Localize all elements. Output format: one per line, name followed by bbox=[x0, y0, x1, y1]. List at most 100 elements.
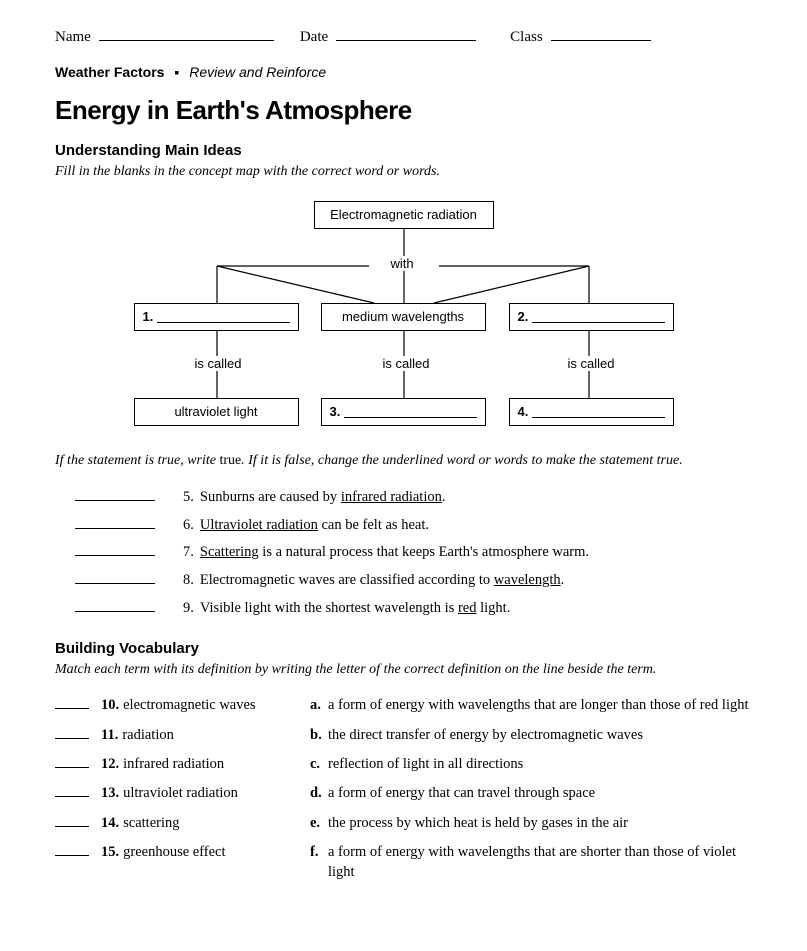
tf-num: 5. bbox=[183, 487, 194, 509]
term-text: greenhouse effect bbox=[123, 842, 225, 862]
blank2-line[interactable] bbox=[532, 311, 664, 323]
section1-heading: Understanding Main Ideas bbox=[55, 142, 752, 159]
term-text: infrared radiation bbox=[123, 754, 224, 774]
tf-text: Electromagnetic waves are classified acc… bbox=[200, 570, 564, 592]
def-letter: f. bbox=[310, 842, 328, 862]
tf-text: Ultraviolet radiation can be felt as hea… bbox=[200, 515, 429, 537]
def-row: e.the process by which heat is held by g… bbox=[310, 813, 752, 833]
blank4-num: 4. bbox=[518, 404, 529, 419]
tf-row: 7. Scattering is a natural process that k… bbox=[75, 542, 752, 564]
term-row: 13.ultraviolet radiation bbox=[55, 783, 290, 803]
def-text: a form of energy with wavelengths that a… bbox=[328, 842, 752, 883]
class-blank[interactable] bbox=[551, 25, 651, 41]
box-top-text: Electromagnetic radiation bbox=[330, 207, 477, 222]
term-row: 12.infrared radiation bbox=[55, 754, 290, 774]
header-row: Name Date Class bbox=[55, 25, 752, 46]
term-num: 14. bbox=[101, 813, 119, 833]
tf-instr-pre: If the statement is true, write bbox=[55, 453, 219, 468]
tf-true-word: true bbox=[219, 453, 241, 468]
term-row: 15.greenhouse effect bbox=[55, 842, 290, 862]
term-answer-blank[interactable] bbox=[55, 696, 89, 709]
name-blank[interactable] bbox=[99, 25, 274, 41]
tf-row: 6. Ultraviolet radiation can be felt as h… bbox=[75, 515, 752, 537]
iscalled-3: is called bbox=[564, 356, 619, 371]
class-label: Class bbox=[510, 29, 543, 46]
tf-answer-blank[interactable] bbox=[75, 515, 155, 529]
tf-answer-blank[interactable] bbox=[75, 598, 155, 612]
term-num: 10. bbox=[101, 695, 119, 715]
tf-answer-blank[interactable] bbox=[75, 487, 155, 501]
box-uv: ultraviolet light bbox=[134, 398, 299, 426]
tf-list: 5. Sunburns are caused by infrared radiat… bbox=[75, 487, 752, 620]
tag-bold: Weather Factors bbox=[55, 64, 164, 80]
def-letter: a. bbox=[310, 695, 328, 715]
tf-text: Sunburns are caused by infrared radiatio… bbox=[200, 487, 446, 509]
tf-text: Visible light with the shortest waveleng… bbox=[200, 598, 510, 620]
tf-answer-blank[interactable] bbox=[75, 542, 155, 556]
blank1-num: 1. bbox=[143, 309, 154, 324]
def-text: the process by which heat is held by gas… bbox=[328, 813, 752, 833]
tf-num: 6. bbox=[183, 515, 194, 537]
box-mid-text: medium wavelengths bbox=[342, 309, 464, 324]
box-blank-1[interactable]: 1. bbox=[134, 303, 299, 331]
term-row: 11.radiation bbox=[55, 725, 290, 745]
term-text: radiation bbox=[122, 725, 174, 745]
def-text: a form of energy with wavelengths that a… bbox=[328, 695, 752, 715]
box-top: Electromagnetic radiation bbox=[314, 201, 494, 229]
tag-italic: Review and Reinforce bbox=[189, 64, 326, 80]
section2-instruction: Match each term with its definition by w… bbox=[55, 661, 752, 680]
term-row: 14.scattering bbox=[55, 813, 290, 833]
def-letter: c. bbox=[310, 754, 328, 774]
tf-row: 9.Visible light with the shortest wavele… bbox=[75, 598, 752, 620]
term-num: 15. bbox=[101, 842, 119, 862]
term-num: 12. bbox=[101, 754, 119, 774]
with-label: with bbox=[387, 256, 418, 271]
term-answer-blank[interactable] bbox=[55, 755, 89, 768]
tf-num: 7. bbox=[183, 542, 194, 564]
page-title: Energy in Earth's Atmosphere bbox=[55, 95, 752, 126]
def-row: f.a form of energy with wavelengths that… bbox=[310, 842, 752, 883]
tf-answer-blank[interactable] bbox=[75, 570, 155, 584]
def-row: d.a form of energy that can travel throu… bbox=[310, 783, 752, 803]
term-text: electromagnetic waves bbox=[123, 695, 255, 715]
iscalled-2: is called bbox=[379, 356, 434, 371]
tf-instr-post: . If it is false, change the underlined … bbox=[241, 453, 682, 468]
box-mid: medium wavelengths bbox=[321, 303, 486, 331]
term-answer-blank[interactable] bbox=[55, 843, 89, 856]
def-text: a form of energy that can travel through… bbox=[328, 783, 752, 803]
def-letter: b. bbox=[310, 725, 328, 745]
term-answer-blank[interactable] bbox=[55, 726, 89, 739]
box-blank-3[interactable]: 3. bbox=[321, 398, 486, 426]
box-blank-2[interactable]: 2. bbox=[509, 303, 674, 331]
def-text: reflection of light in all directions bbox=[328, 754, 752, 774]
section2-heading: Building Vocabulary bbox=[55, 640, 752, 657]
vocab-terms: 10.electromagnetic waves11.radiation12.i… bbox=[55, 695, 290, 891]
blank3-num: 3. bbox=[330, 404, 341, 419]
term-num: 11. bbox=[101, 725, 118, 745]
tf-row: 8.Electromagnetic waves are classified a… bbox=[75, 570, 752, 592]
blank4-line[interactable] bbox=[532, 406, 664, 418]
def-text: the direct transfer of energy by electro… bbox=[328, 725, 752, 745]
vocab-defs: a.a form of energy with wavelengths that… bbox=[310, 695, 752, 891]
term-row: 10.electromagnetic waves bbox=[55, 695, 290, 715]
top-tag: Weather Factors ▪ Review and Reinforce bbox=[55, 64, 752, 80]
concept-map: Electromagnetic radiation with 1. medium… bbox=[109, 198, 699, 438]
def-row: a.a form of energy with wavelengths that… bbox=[310, 695, 752, 715]
tag-sep: ▪ bbox=[174, 64, 179, 80]
term-answer-blank[interactable] bbox=[55, 784, 89, 797]
term-answer-blank[interactable] bbox=[55, 814, 89, 827]
def-row: c.reflection of light in all directions bbox=[310, 754, 752, 774]
blank1-line[interactable] bbox=[157, 311, 289, 323]
def-letter: e. bbox=[310, 813, 328, 833]
vocab-wrap: 10.electromagnetic waves11.radiation12.i… bbox=[55, 695, 752, 891]
term-num: 13. bbox=[101, 783, 119, 803]
tf-row: 5. Sunburns are caused by infrared radiat… bbox=[75, 487, 752, 509]
def-letter: d. bbox=[310, 783, 328, 803]
box-uv-text: ultraviolet light bbox=[174, 404, 257, 419]
tf-instruction: If the statement is true, write true. If… bbox=[55, 452, 752, 471]
tf-text: Scattering is a natural process that kee… bbox=[200, 542, 589, 564]
section1-instruction: Fill in the blanks in the concept map wi… bbox=[55, 163, 752, 182]
date-blank[interactable] bbox=[336, 25, 476, 41]
blank3-line[interactable] bbox=[344, 406, 476, 418]
box-blank-4[interactable]: 4. bbox=[509, 398, 674, 426]
